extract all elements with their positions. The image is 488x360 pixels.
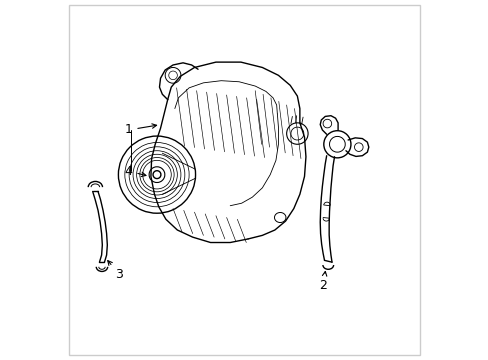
Text: 1: 1 — [124, 123, 156, 136]
Text: 3: 3 — [107, 261, 123, 281]
Text: 4: 4 — [124, 165, 145, 177]
Text: 2: 2 — [319, 271, 326, 292]
